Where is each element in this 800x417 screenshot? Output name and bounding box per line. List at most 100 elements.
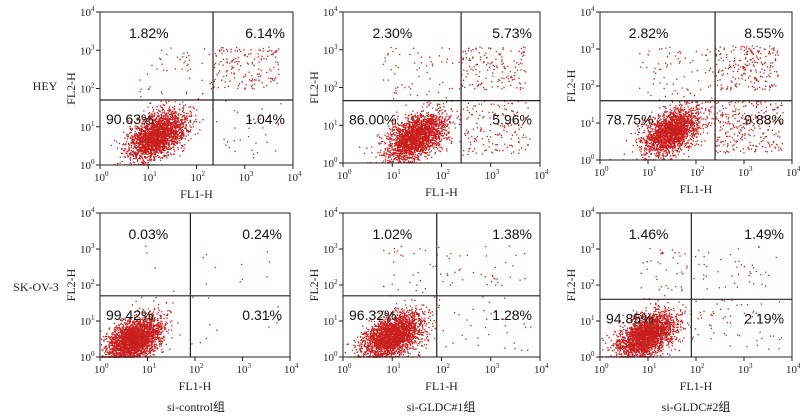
data-point [166,142,167,143]
data-point [397,148,398,149]
x-axis-label: FL1-H [180,187,213,201]
data-point [160,158,161,159]
data-point [129,133,130,134]
data-point [421,124,422,125]
data-point [176,137,177,138]
data-point [278,74,279,75]
data-point [237,63,238,64]
data-point [501,137,502,138]
data-point [172,136,173,137]
data-point [426,137,427,138]
data-point [274,78,275,79]
data-point [185,60,186,61]
data-point [144,134,145,135]
data-point [154,137,155,138]
data-point [409,152,410,153]
data-point [174,141,175,142]
data-point [410,135,411,136]
data-point [122,161,123,162]
data-point [172,115,173,116]
data-point [476,140,477,141]
data-point [277,64,278,65]
data-point [449,139,450,140]
data-point [444,137,445,138]
data-point [423,119,424,120]
data-point [168,147,169,148]
data-point [436,132,437,133]
data-point [156,140,157,141]
data-point [152,143,153,144]
data-point [396,159,397,160]
data-point [143,134,144,135]
data-point [148,153,149,154]
data-point [155,143,156,144]
data-point [424,143,425,144]
data-point [175,115,176,116]
data-point [387,150,388,151]
data-point [202,63,203,64]
data-point [392,154,393,155]
data-point [179,124,180,125]
data-point [171,117,172,118]
data-point [447,116,448,117]
data-point [404,138,405,139]
data-point [172,138,173,139]
data-point [233,59,234,60]
data-point [416,145,417,146]
data-point [144,145,145,146]
data-point [398,142,399,143]
data-point [366,148,367,149]
data-point [148,156,149,157]
data-point [162,136,163,137]
data-point [398,145,399,146]
data-point [412,120,413,121]
data-point [525,102,526,103]
data-point [184,122,185,123]
data-point [140,138,141,139]
data-point [123,132,124,133]
data-point [414,147,415,148]
data-point [529,139,530,140]
data-point [134,131,135,132]
data-point [489,146,490,147]
data-point [390,129,391,130]
data-point [178,130,179,131]
data-point [439,150,440,151]
data-point [399,160,400,161]
data-point [202,80,203,81]
data-point [410,132,411,133]
data-point [416,125,417,126]
data-point [169,133,170,134]
data-point [158,147,159,148]
data-point [411,129,412,130]
data-point [403,147,404,148]
data-point [371,152,372,153]
data-point [182,111,183,112]
data-point [176,112,177,113]
data-point [202,93,203,94]
data-point [240,139,241,140]
data-point [416,135,417,136]
data-point [438,119,439,120]
data-point [430,123,431,124]
data-point [409,122,410,123]
data-point [446,150,447,151]
data-point [152,148,153,149]
data-point [223,59,224,60]
data-point [138,158,139,159]
data-point [406,141,407,142]
data-point [472,108,473,109]
data-point [391,139,392,140]
data-point [266,59,267,60]
data-point [165,117,166,118]
data-point [420,121,421,122]
data-point [508,103,509,104]
data-point [166,135,167,136]
data-point [137,160,138,161]
data-point [407,148,408,149]
data-point [398,132,399,133]
data-point [415,134,416,135]
data-point [420,149,421,150]
data-point [441,141,442,142]
data-point [422,139,423,140]
